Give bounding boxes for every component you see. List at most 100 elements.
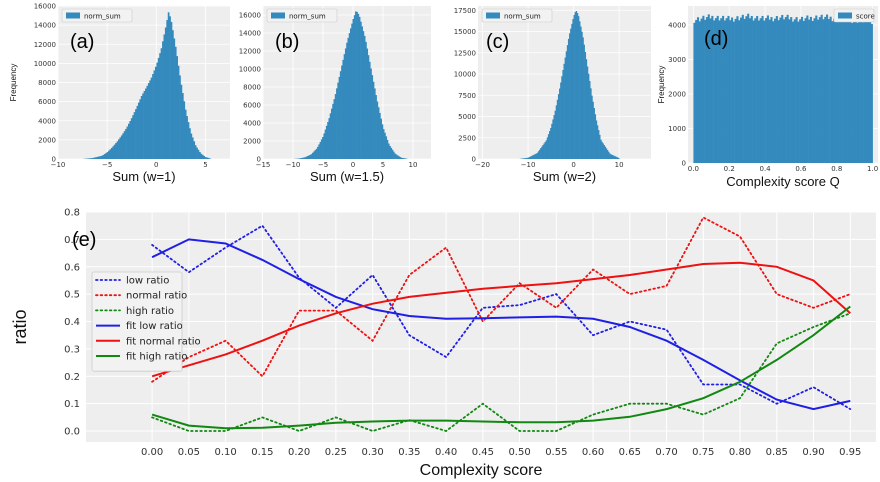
histogram-bar [860,17,863,164]
x-tick-label: −5 [318,161,328,169]
histogram-bar [739,17,743,164]
histogram-bar [600,139,602,159]
histogram-bar [162,41,164,159]
histogram-bar [761,15,764,163]
histogram-bar [187,122,190,159]
histogram-bar [750,15,753,163]
histogram-bar [597,130,600,159]
histogram-bar [766,15,769,164]
histogram-bar [865,17,868,164]
y-axis-label: Frequency [9,64,18,102]
histogram-bar [720,18,723,164]
x-axis-label: Complexity score [420,462,543,479]
histogram-bar [718,20,721,164]
histogram-bar [606,150,609,159]
histogram-bar [854,18,857,163]
histogram-bar [115,142,117,159]
histogram-bar [366,48,369,159]
histogram-bar [836,20,839,163]
x-tick-label: −15 [256,161,271,169]
histogram-bar [569,33,571,160]
histogram-bar [700,18,703,164]
histogram-bar [808,19,811,164]
histogram-bar [319,141,322,159]
histogram-bar [371,75,374,159]
histogram-bar [299,158,301,159]
histogram-bar [399,156,401,159]
y-tick-label: 4000 [668,21,686,29]
histogram-bar [602,143,604,159]
histogram-bar [153,70,156,159]
histogram-bar [164,27,167,159]
histogram-bar [133,112,136,159]
legend-label: score [856,13,875,21]
histogram-bar [573,15,575,160]
histogram-bar [756,15,759,163]
histogram-bar [150,77,153,159]
histogram-bar [605,148,608,159]
x-axis-label: Complexity score Q [726,174,839,189]
histogram-bar [363,35,366,159]
histogram-bar [774,18,777,163]
histogram-bar [586,66,589,159]
histogram-bar [357,13,360,159]
histogram-bar [745,16,748,163]
y-tick-label: 6000 [38,98,56,106]
histogram-bar [140,96,143,159]
histogram-bar [570,28,572,160]
legend-box [266,8,338,23]
histogram-bar [163,34,166,159]
histogram-bar [714,18,717,164]
histogram-bar [157,57,160,159]
series-line-fit-normal-ratio [151,261,851,378]
y-tick-label: 7500 [458,92,476,100]
histogram-bar [173,38,176,160]
histogram-bar [743,18,746,164]
histogram-bar [365,41,367,159]
histogram-bar [398,156,400,159]
histogram-bar [198,151,201,159]
histogram-bar [595,120,598,159]
histogram-bar [176,56,178,159]
histogram-bar [559,88,561,159]
histogram-bar [763,20,766,164]
x-tick-label: 0.50 [508,447,530,458]
y-tick-label: 0.3 [64,344,80,355]
histogram-bar [389,145,391,159]
histogram-bar [403,158,405,159]
histogram-bar [382,129,385,159]
y-tick-label: 0 [682,160,686,168]
histogram-bar [596,125,599,159]
x-tick-label: −20 [475,161,490,169]
histogram-bar [867,21,870,164]
histogram-bar [870,23,873,163]
histogram-bar [727,15,730,164]
histogram-bar [551,123,553,159]
histogram-bar [614,156,617,159]
histogram-bar [698,21,701,164]
histogram-bar [110,147,113,159]
histogram-bar [833,18,836,163]
histogram-bar [531,155,533,159]
histogram-bar [317,146,319,159]
histogram-bar [852,20,855,164]
histogram-bar [103,154,106,159]
histogram-bar [554,110,556,159]
histogram-bar [822,19,825,164]
histogram-bar [181,93,184,159]
histogram-bar [137,102,140,159]
histogram-bar [723,20,726,164]
histogram-bar [542,145,544,159]
histogram-bar [793,19,796,164]
histogram-bar [777,20,780,163]
histogram-bar [362,31,365,159]
histogram-bar [303,157,305,159]
histogram-bar [105,153,108,159]
histogram-bar [579,21,581,159]
histogram-bar [119,137,122,159]
histogram-bar [813,18,816,163]
histogram-bar [380,118,382,159]
histogram-bar [768,19,771,164]
histogram-bar [845,16,848,164]
histogram-bar [130,118,133,159]
